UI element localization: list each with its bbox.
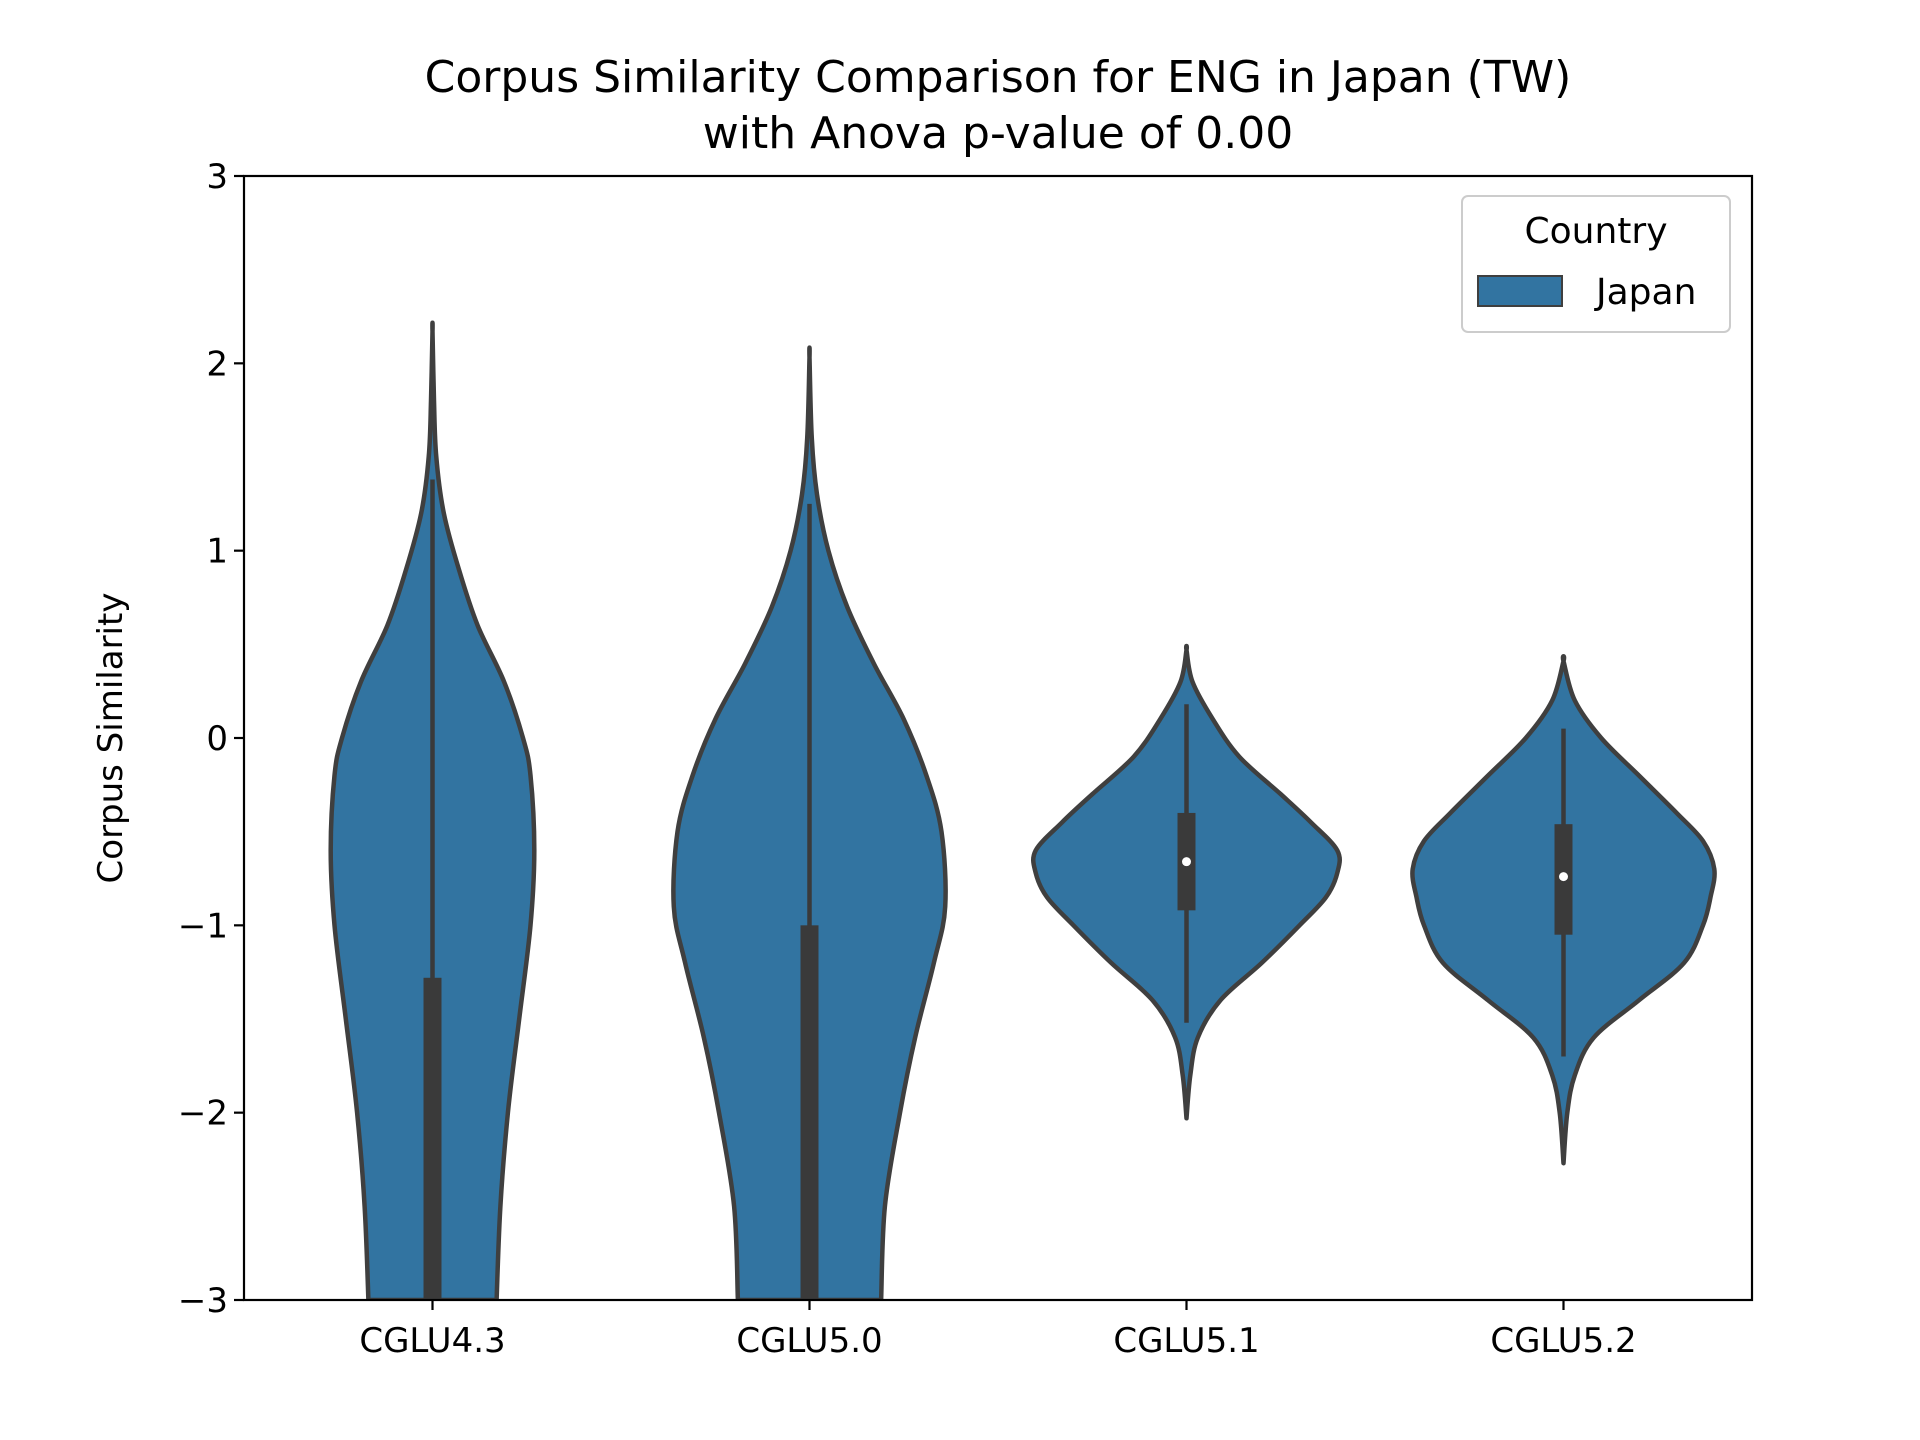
chart-subtitle: with Anova p-value of 0.00 <box>703 108 1293 159</box>
median-dot-cglu5-1 <box>1182 857 1191 867</box>
violins-layer <box>328 320 1717 1300</box>
y-tick-label: −1 <box>178 906 228 946</box>
x-tick-label: CGLU5.2 <box>1490 1321 1636 1361</box>
legend-swatch-japan <box>1477 275 1563 307</box>
y-tick-label: −3 <box>178 1281 228 1321</box>
x-tick-label: CGLU5.0 <box>736 1321 882 1361</box>
y-tick-label: −2 <box>178 1094 228 1134</box>
plot-frame <box>242 174 1754 1302</box>
median-dot-cglu5-2 <box>1559 872 1568 882</box>
iqr-box-cglu4-3 <box>423 977 442 1300</box>
y-axis-label: Corpus Similarity <box>91 593 131 884</box>
chart-title: Corpus Similarity Comparison for ENG in … <box>425 52 1572 103</box>
y-tick-label: 3 <box>206 157 228 197</box>
y-tick-label: 0 <box>206 719 228 759</box>
x-tick-label: CGLU4.3 <box>359 1321 505 1361</box>
legend: Country Japan <box>1461 195 1731 333</box>
iqr-box-cglu5-0 <box>800 925 819 1300</box>
legend-entry-japan: Japan <box>1594 272 1696 313</box>
x-tick-label: CGLU5.1 <box>1113 1321 1259 1361</box>
y-tick-label: 2 <box>206 344 228 384</box>
y-axis-ticks: −3 −2 −1 0 1 2 3 <box>178 157 244 1321</box>
legend-title: Country <box>1524 211 1667 252</box>
x-axis-ticks: CGLU4.3 CGLU5.0 CGLU5.1 CGLU5.2 <box>359 1300 1637 1361</box>
y-tick-label: 1 <box>206 532 228 572</box>
